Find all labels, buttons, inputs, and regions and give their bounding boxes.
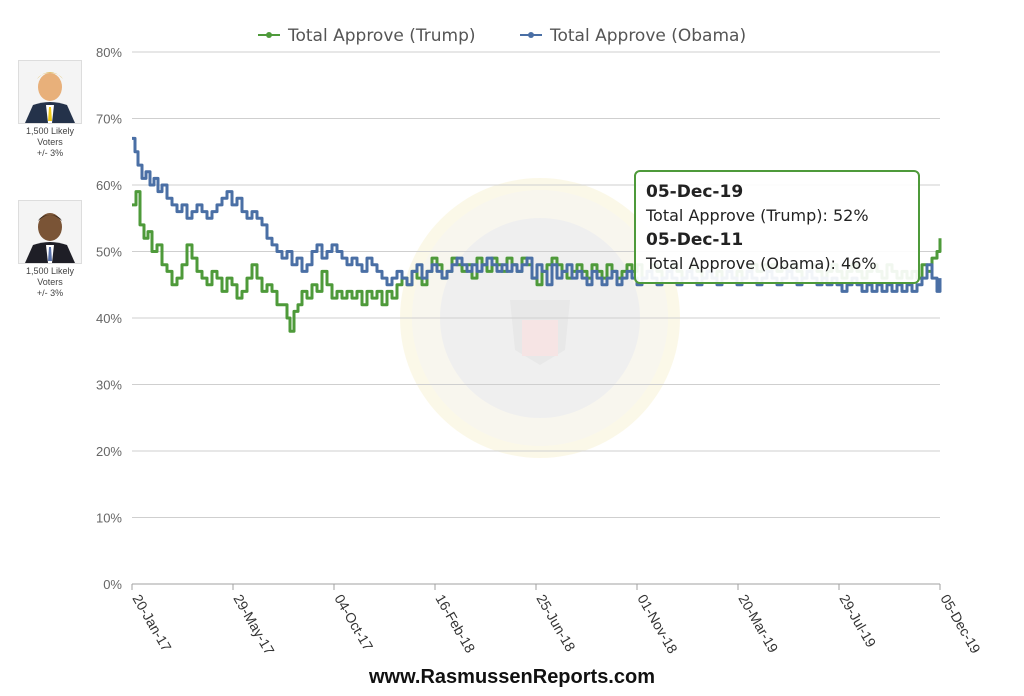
trump-caption-line-3: +/- 3%	[36, 148, 64, 158]
hover-tooltip: 05-Dec-19 Total Approve (Trump): 52% 05-…	[634, 170, 920, 284]
obama-caption-line-2: Voters	[37, 277, 63, 287]
x-tick-label: 16-Feb-18	[432, 592, 478, 656]
tooltip-value-obama: Total Approve (Obama): 46%	[646, 254, 877, 273]
x-tick-label: 20-Jan-17	[129, 592, 174, 655]
trump-caption-line-1: 1,500 Likely	[25, 126, 75, 136]
y-tick-label: 10%	[96, 511, 122, 526]
y-tick-label: 60%	[96, 178, 122, 193]
trump-caption-line-2: Voters	[37, 137, 63, 147]
x-tick-label: 29-Jul-19	[836, 592, 879, 651]
tooltip-value-trump: Total Approve (Trump): 52%	[646, 206, 869, 225]
x-tick-label: 25-Jun-18	[533, 592, 578, 655]
y-tick-label: 50%	[96, 245, 122, 260]
legend-label: Total Approve (Obama)	[549, 26, 746, 46]
trump-portrait	[18, 60, 82, 124]
tooltip-date-trump: 05-Dec-19	[646, 182, 744, 202]
y-tick-label: 40%	[96, 311, 122, 326]
site-url: www.RasmussenReports.com	[368, 666, 655, 688]
legend-label: Total Approve (Trump)	[287, 26, 476, 46]
trump-caption: 1,500 Likely Voters +/- 3%	[10, 126, 90, 159]
legend-marker	[528, 32, 534, 38]
y-tick-label: 70%	[96, 112, 122, 127]
y-tick-label: 20%	[96, 444, 122, 459]
y-tick-label: 80%	[96, 45, 122, 60]
x-tick-label: 05-Dec-19	[937, 592, 984, 657]
obama-panel: 1,500 Likely Voters +/- 3%	[10, 200, 90, 299]
presidential-seal-watermark	[400, 178, 680, 458]
trump-panel: 1,500 Likely Voters +/- 3%	[10, 60, 90, 159]
y-tick-label: 0%	[103, 577, 122, 592]
obama-portrait	[18, 200, 82, 264]
obama-caption: 1,500 Likely Voters +/- 3%	[10, 266, 90, 299]
y-tick-label: 30%	[96, 378, 122, 393]
x-tick-label: 01-Nov-18	[634, 592, 681, 657]
x-tick-label: 04-Oct-17	[331, 592, 376, 654]
obama-caption-line-3: +/- 3%	[36, 288, 64, 298]
x-tick-label: 20-Mar-19	[735, 592, 781, 656]
tooltip-date-obama: 05-Dec-11	[646, 230, 744, 250]
legend-marker	[266, 32, 272, 38]
x-tick-label: 29-May-17	[230, 592, 277, 658]
obama-caption-line-1: 1,500 Likely	[25, 266, 75, 276]
